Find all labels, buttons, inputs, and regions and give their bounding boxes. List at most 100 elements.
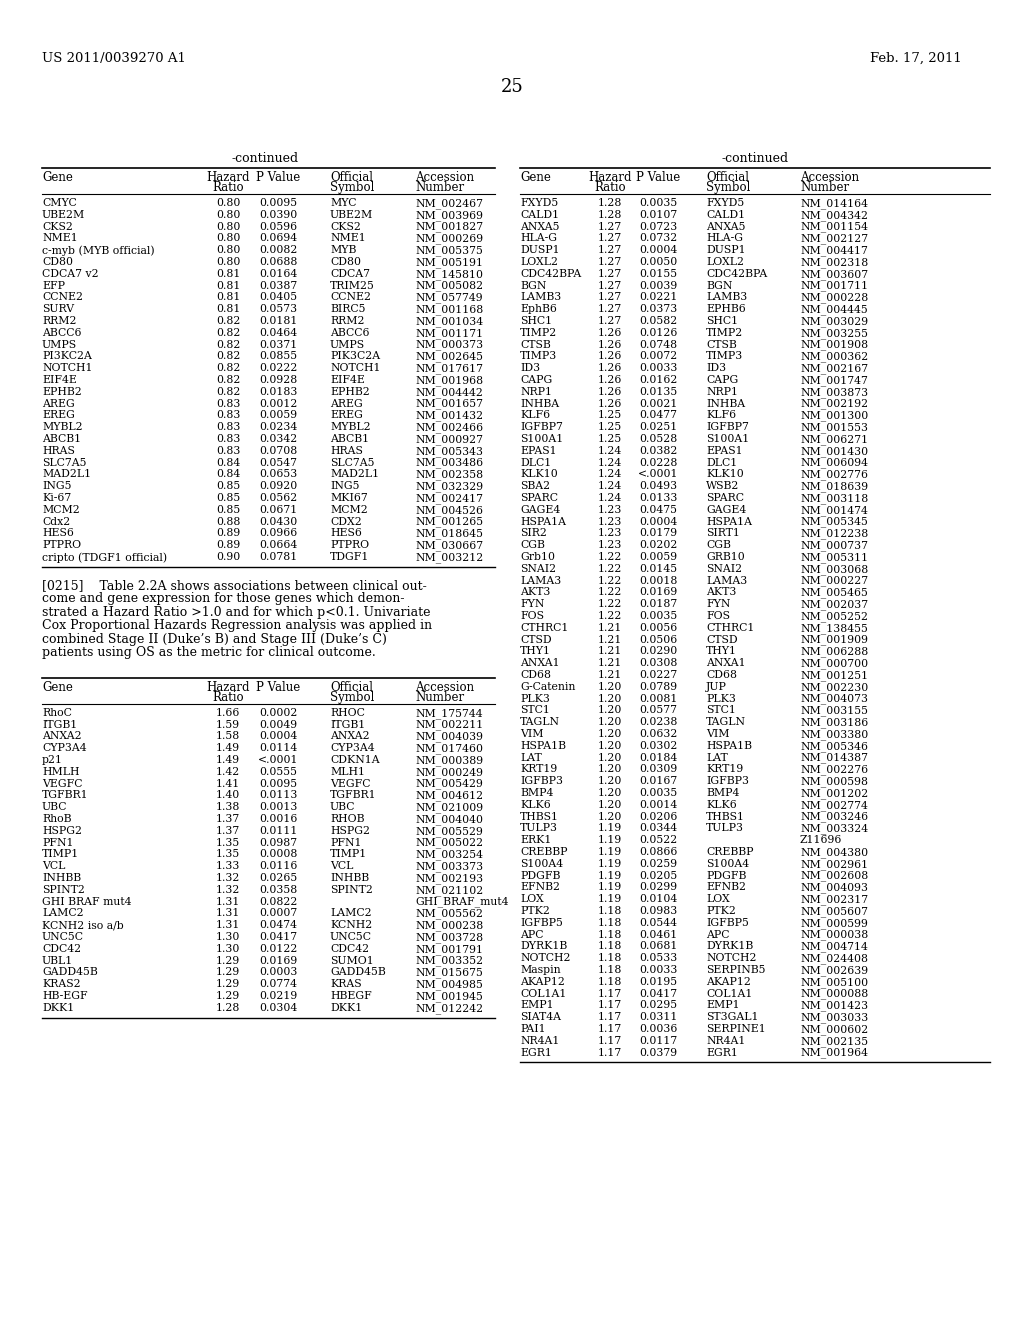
Text: 1.19: 1.19 xyxy=(598,871,623,880)
Text: 1.19: 1.19 xyxy=(598,836,623,845)
Text: 1.20: 1.20 xyxy=(598,717,623,727)
Text: LAMA3: LAMA3 xyxy=(706,576,748,586)
Text: 1.24: 1.24 xyxy=(598,482,623,491)
Text: 0.0855: 0.0855 xyxy=(259,351,297,362)
Text: 1.29: 1.29 xyxy=(216,979,240,989)
Text: 1.49: 1.49 xyxy=(216,755,240,766)
Text: 1.31: 1.31 xyxy=(216,908,241,919)
Text: 0.0013: 0.0013 xyxy=(259,803,297,812)
Text: 0.0059: 0.0059 xyxy=(639,552,677,562)
Text: 0.88: 0.88 xyxy=(216,516,241,527)
Text: RHOB: RHOB xyxy=(330,814,365,824)
Text: 1.26: 1.26 xyxy=(598,351,623,362)
Text: 0.0049: 0.0049 xyxy=(259,719,297,730)
Text: 0.0187: 0.0187 xyxy=(639,599,677,610)
Text: 0.0562: 0.0562 xyxy=(259,492,297,503)
Text: NM_005100: NM_005100 xyxy=(800,977,868,987)
Text: THBS1: THBS1 xyxy=(706,812,745,821)
Text: 0.0987: 0.0987 xyxy=(259,838,297,847)
Text: US 2011/0039270 A1: US 2011/0039270 A1 xyxy=(42,51,186,65)
Text: AREG: AREG xyxy=(330,399,362,409)
Text: 1.29: 1.29 xyxy=(216,991,240,1001)
Text: NM_004093: NM_004093 xyxy=(800,882,868,894)
Text: Official: Official xyxy=(330,681,373,694)
Text: AKAP12: AKAP12 xyxy=(706,977,751,987)
Text: 0.0371: 0.0371 xyxy=(259,339,297,350)
Text: -continued: -continued xyxy=(231,152,299,165)
Text: NM_002358: NM_002358 xyxy=(415,470,483,480)
Text: NM_001747: NM_001747 xyxy=(800,375,868,385)
Text: EIF4E: EIF4E xyxy=(330,375,365,385)
Text: 0.83: 0.83 xyxy=(216,411,241,420)
Text: SHC1: SHC1 xyxy=(706,315,738,326)
Text: NM_004526: NM_004526 xyxy=(415,504,483,516)
Text: UBE2M: UBE2M xyxy=(42,210,85,220)
Text: NM_001791: NM_001791 xyxy=(415,944,483,954)
Text: THY1: THY1 xyxy=(520,647,551,656)
Text: 0.80: 0.80 xyxy=(216,246,241,255)
Text: ABCC6: ABCC6 xyxy=(330,327,370,338)
Text: Official: Official xyxy=(706,172,749,183)
Text: PDGFB: PDGFB xyxy=(706,871,746,880)
Text: 0.0522: 0.0522 xyxy=(639,836,677,845)
Text: 0.0167: 0.0167 xyxy=(639,776,677,787)
Text: NM_001711: NM_001711 xyxy=(800,281,868,292)
Text: NM_005082: NM_005082 xyxy=(415,281,483,292)
Text: 1.20: 1.20 xyxy=(598,800,623,809)
Text: TDGF1: TDGF1 xyxy=(330,552,370,562)
Text: SNAI2: SNAI2 xyxy=(520,564,556,574)
Text: NM_002417: NM_002417 xyxy=(415,492,483,504)
Text: TGFBR1: TGFBR1 xyxy=(42,791,89,800)
Text: ING5: ING5 xyxy=(42,482,72,491)
Text: NM_002466: NM_002466 xyxy=(415,422,483,433)
Text: CTHRC1: CTHRC1 xyxy=(706,623,755,632)
Text: 0.80: 0.80 xyxy=(216,257,241,267)
Text: NM_018645: NM_018645 xyxy=(415,528,483,539)
Text: 0.0596: 0.0596 xyxy=(259,222,297,231)
Text: KLK6: KLK6 xyxy=(520,800,551,809)
Text: 0.0251: 0.0251 xyxy=(639,422,677,432)
Text: 0.0302: 0.0302 xyxy=(639,741,677,751)
Text: 0.0113: 0.0113 xyxy=(259,791,297,800)
Text: 1.19: 1.19 xyxy=(598,824,623,833)
Text: RRM2: RRM2 xyxy=(330,315,365,326)
Text: HRAS: HRAS xyxy=(42,446,75,455)
Text: 0.0461: 0.0461 xyxy=(639,929,677,940)
Text: 1.22: 1.22 xyxy=(598,587,623,598)
Text: 0.0681: 0.0681 xyxy=(639,941,677,952)
Text: 0.0012: 0.0012 xyxy=(259,399,297,409)
Text: CDC42BPA: CDC42BPA xyxy=(520,269,582,279)
Text: 25: 25 xyxy=(501,78,523,96)
Text: NM_002230: NM_002230 xyxy=(800,682,868,693)
Text: EFNB2: EFNB2 xyxy=(706,882,746,892)
Text: PAI1: PAI1 xyxy=(520,1024,546,1034)
Text: VCL: VCL xyxy=(330,861,353,871)
Text: NM_002193: NM_002193 xyxy=(415,873,483,883)
Text: STC1: STC1 xyxy=(520,705,550,715)
Text: HMLH: HMLH xyxy=(42,767,80,776)
Text: 1.21: 1.21 xyxy=(598,647,623,656)
Text: 0.0632: 0.0632 xyxy=(639,729,677,739)
Text: NM_000362: NM_000362 xyxy=(800,351,868,362)
Text: CDCA7 v2: CDCA7 v2 xyxy=(42,269,98,279)
Text: SLC7A5: SLC7A5 xyxy=(330,458,375,467)
Text: NME1: NME1 xyxy=(42,234,78,243)
Text: VEGFC: VEGFC xyxy=(42,779,83,788)
Text: 1.25: 1.25 xyxy=(598,422,623,432)
Text: HSPG2: HSPG2 xyxy=(42,826,82,836)
Text: Hazard: Hazard xyxy=(206,172,250,183)
Text: LAMB3: LAMB3 xyxy=(520,293,561,302)
Text: 0.0169: 0.0169 xyxy=(259,956,297,966)
Text: 0.0205: 0.0205 xyxy=(639,871,677,880)
Text: 1.29: 1.29 xyxy=(216,956,240,966)
Text: CKS2: CKS2 xyxy=(42,222,73,231)
Text: 1.19: 1.19 xyxy=(598,894,623,904)
Text: CD68: CD68 xyxy=(706,671,737,680)
Text: STC1: STC1 xyxy=(706,705,736,715)
Text: NM_001908: NM_001908 xyxy=(800,339,868,350)
Text: NM_000598: NM_000598 xyxy=(800,776,868,787)
Text: CTSB: CTSB xyxy=(706,339,736,350)
Text: EMP1: EMP1 xyxy=(706,1001,739,1010)
Text: 1.24: 1.24 xyxy=(598,458,623,467)
Text: SIR2: SIR2 xyxy=(520,528,547,539)
